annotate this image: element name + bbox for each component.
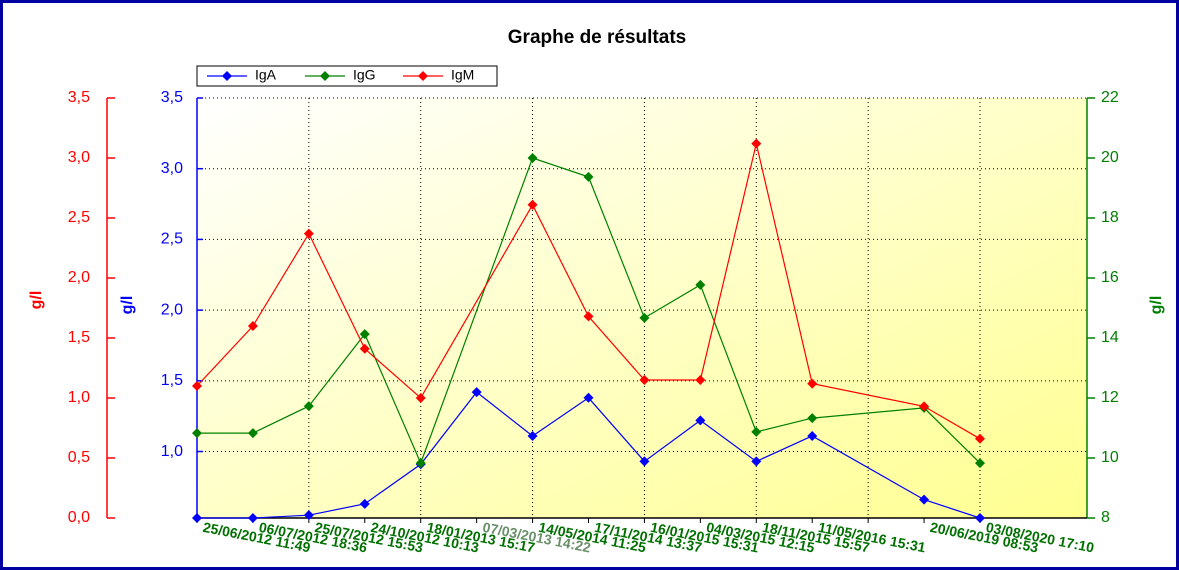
y3-tick-label: 8	[1101, 509, 1110, 526]
chart-title: Graphe de résultats	[508, 27, 686, 48]
y2-tick-label: 3,5	[68, 89, 90, 106]
y2-tick-label: 1,5	[68, 329, 90, 346]
data-point	[695, 375, 706, 385]
data-point	[751, 426, 762, 437]
y2-tick-label: 2,5	[68, 209, 90, 226]
data-point	[247, 321, 258, 331]
data-point	[415, 458, 426, 469]
data-point	[359, 329, 370, 340]
data-point	[919, 401, 930, 412]
y3-tick-label: 12	[1101, 389, 1119, 406]
data-point	[192, 428, 202, 439]
data-point	[303, 401, 314, 412]
data-point	[639, 456, 650, 467]
y2-axis-label: g/l	[28, 291, 45, 310]
data-point	[359, 343, 370, 354]
data-point	[751, 456, 762, 467]
plot-area	[197, 98, 1087, 518]
data-point	[583, 392, 594, 403]
data-point	[975, 458, 985, 469]
y-tick-label: 2,5	[161, 231, 183, 248]
legend-label: IgA	[255, 67, 277, 83]
data-point	[807, 413, 818, 424]
y-tick-label: 1,0	[161, 443, 183, 460]
y3-tick-label: 14	[1101, 329, 1119, 346]
legend-marker	[222, 71, 232, 81]
data-point	[471, 387, 482, 398]
y3-axis-label: g/l	[1148, 296, 1165, 315]
data-point	[807, 430, 818, 441]
data-point	[303, 510, 314, 521]
y3-tick-label: 10	[1101, 449, 1119, 466]
legend-marker	[418, 71, 428, 81]
data-point	[247, 513, 258, 523]
data-point	[751, 138, 762, 149]
data-point	[695, 415, 706, 426]
data-point	[919, 494, 930, 505]
data-point	[975, 433, 985, 444]
data-point	[527, 153, 538, 163]
data-point	[192, 381, 202, 391]
y3-tick-label: 20	[1101, 149, 1119, 166]
legend-label: IgM	[451, 67, 474, 83]
data-point	[527, 430, 538, 441]
data-point	[527, 199, 538, 210]
data-point	[303, 228, 314, 239]
legend-label: IgG	[353, 67, 376, 83]
data-point	[583, 311, 594, 322]
data-point	[583, 171, 594, 182]
y3-tick-label: 22	[1101, 89, 1119, 106]
y2-tick-label: 3,0	[68, 149, 90, 166]
data-point	[359, 498, 370, 509]
y-tick-label: 3,0	[161, 160, 183, 177]
y-axis-label: g/l	[119, 296, 136, 315]
y2-tick-label: 0,0	[68, 509, 90, 526]
data-point	[975, 513, 985, 523]
data-point	[695, 279, 706, 290]
y-tick-label: 1,5	[161, 372, 183, 389]
legend-marker	[320, 71, 330, 81]
data-point	[639, 375, 650, 385]
data-point	[192, 513, 202, 523]
data-point	[415, 393, 426, 403]
y2-tick-label: 1,0	[68, 389, 90, 406]
y2-tick-label: 0,5	[68, 449, 90, 466]
data-point	[247, 428, 258, 439]
data-point	[639, 312, 650, 323]
y3-tick-label: 18	[1101, 209, 1119, 226]
y-tick-label: 3,5	[161, 89, 183, 106]
y3-tick-label: 16	[1101, 269, 1119, 286]
legend	[196, 65, 498, 87]
y2-tick-label: 2,0	[68, 269, 90, 286]
series-line	[197, 391, 981, 519]
y-tick-label: 2,0	[161, 301, 183, 318]
data-point	[807, 378, 818, 389]
